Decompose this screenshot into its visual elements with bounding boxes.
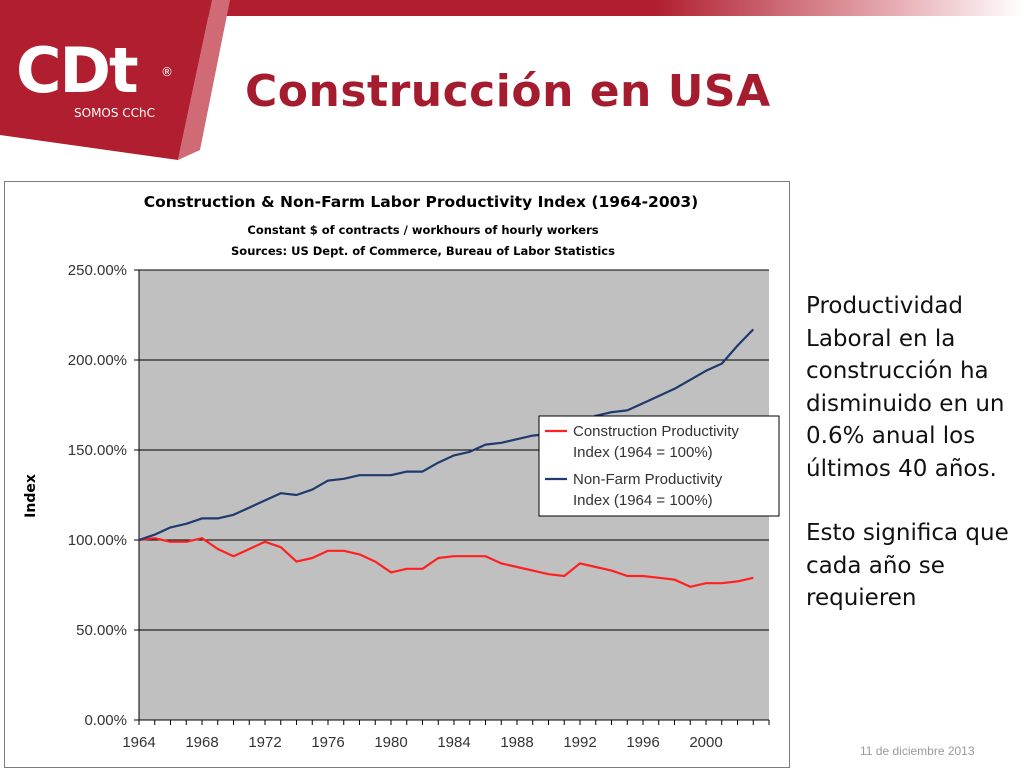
legend-label: Construction Productivity	[573, 423, 739, 440]
y-tick-label: 250.00%	[68, 262, 127, 279]
x-tick-label: 1988	[500, 734, 533, 751]
top-decorative-band	[200, 0, 1024, 16]
legend-box	[538, 415, 780, 517]
logo-tagline: SOMOS CChC	[74, 106, 155, 120]
legend-label: Non-Farm Productivity	[573, 471, 723, 488]
chart-subtitle-1: Constant $ of contracts / workhours of h…	[247, 223, 598, 237]
chart-frame: Construction & Non-Farm Labor Productivi…	[4, 181, 790, 768]
y-tick-label: 0.00%	[84, 712, 127, 729]
productivity-chart: Construction & Non-Farm Labor Productivi…	[23, 193, 780, 751]
chart-subtitle-2: Sources: US Dept. of Commerce, Bureau of…	[231, 244, 615, 258]
x-tick-label: 2000	[689, 734, 722, 751]
y-tick-label: 200.00%	[68, 352, 127, 369]
logo-shadow-shape	[178, 0, 230, 160]
legend-label: Index (1964 = 100%)	[573, 492, 713, 509]
x-tick-label: 1972	[248, 734, 281, 751]
footer-date: 11 de diciembre 2013	[860, 744, 975, 758]
x-tick-label: 1976	[311, 734, 344, 751]
side-text-paragraph-2: Esto significa que cada año se requieren	[806, 520, 1009, 611]
construction-series-line	[138, 537, 754, 588]
x-tick-label: 1980	[374, 734, 407, 751]
logo-red-shape	[0, 0, 212, 160]
x-tick-label: 1984	[437, 734, 470, 751]
y-tick-label: 100.00%	[68, 532, 127, 549]
x-tick-label: 1992	[563, 734, 596, 751]
y-axis-label: Index	[23, 474, 39, 518]
logo-registered-mark: ®	[161, 65, 173, 79]
chart-title: Construction & Non-Farm Labor Productivi…	[144, 193, 699, 211]
slide-title: Construcción en USA	[245, 66, 771, 117]
side-text-paragraph-1: Productividad Laboral en la construcción…	[806, 293, 1005, 482]
legend-label: Index (1964 = 100%)	[573, 444, 713, 461]
side-commentary: Productividad Laboral en la construcción…	[806, 290, 1016, 647]
x-tick-label: 1996	[626, 734, 659, 751]
y-tick-label: 50.00%	[76, 622, 127, 639]
logo-letters: CDt	[16, 34, 138, 107]
nonfarm-series-line	[138, 328, 755, 542]
x-tick-label: 1964	[122, 734, 155, 751]
y-tick-label: 150.00%	[68, 442, 127, 459]
x-tick-label: 1968	[185, 734, 218, 751]
cdt-logo: CDt ® SOMOS CChC	[0, 0, 230, 170]
